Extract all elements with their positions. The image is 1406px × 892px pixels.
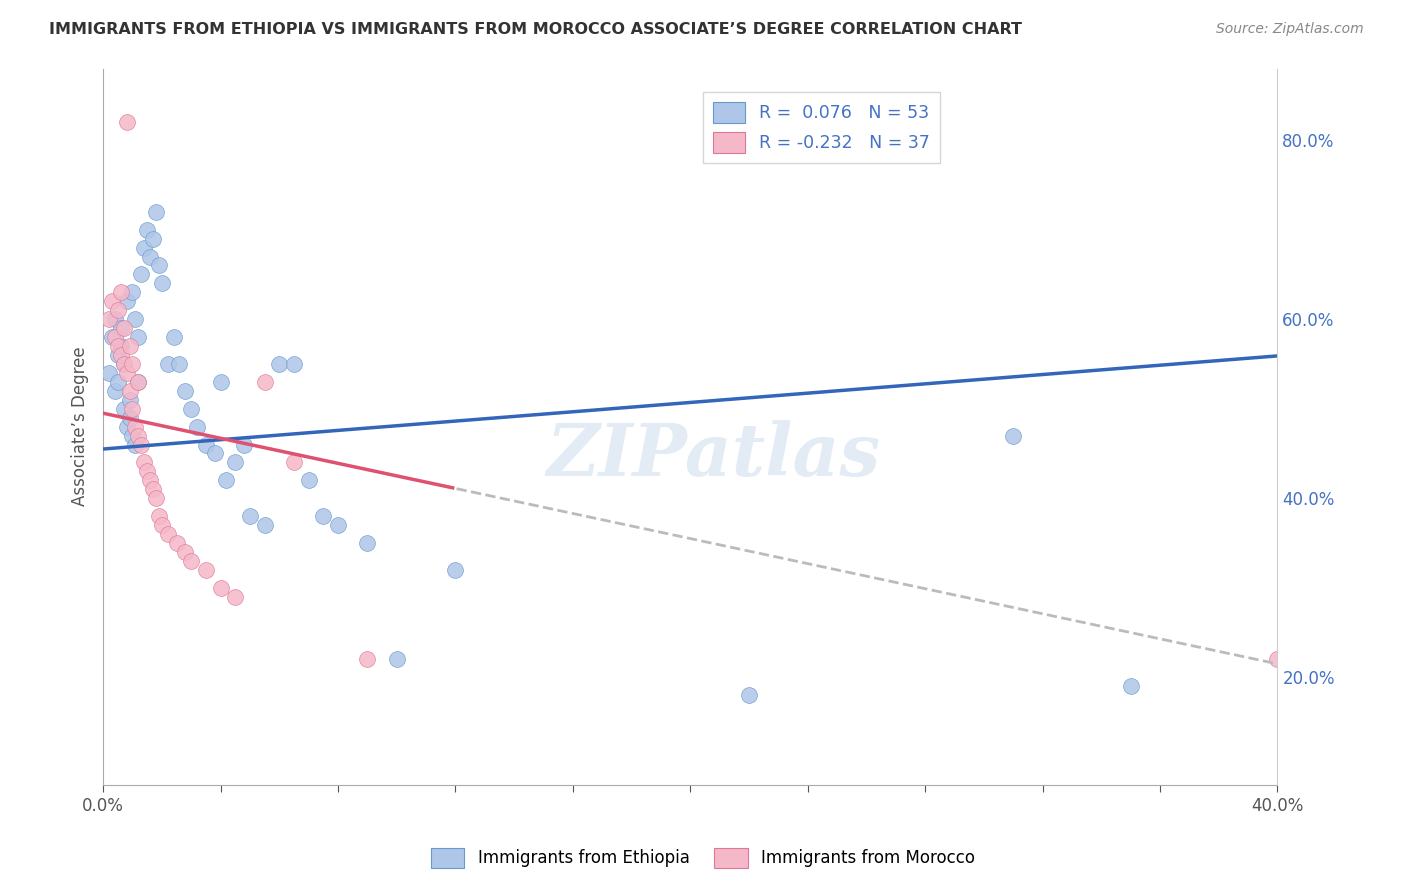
Point [118, 410, 141, 425]
Point [169, 357, 191, 371]
Point [136, 464, 159, 478]
Point [180, 401, 202, 416]
Point [194, 437, 217, 451]
Point [1267, 652, 1289, 666]
Point [121, 401, 143, 416]
Point [444, 563, 467, 577]
Point [150, 518, 173, 533]
Point [209, 581, 232, 595]
Point [115, 115, 138, 129]
Point [142, 232, 165, 246]
Point [115, 419, 138, 434]
Point [283, 455, 305, 469]
Point [139, 250, 162, 264]
Point [107, 339, 129, 353]
Point [326, 518, 349, 533]
Point [104, 312, 127, 326]
Point [124, 312, 146, 326]
Point [98, 366, 121, 380]
Point [224, 590, 246, 604]
Point [180, 554, 202, 568]
Point [104, 330, 127, 344]
Point [121, 357, 143, 371]
Point [104, 384, 127, 398]
Point [127, 330, 149, 344]
Point [98, 312, 121, 326]
Point [253, 375, 276, 389]
Point [112, 357, 135, 371]
Point [110, 339, 132, 353]
Point [121, 285, 143, 300]
Point [298, 474, 321, 488]
Point [209, 375, 232, 389]
Point [112, 321, 135, 335]
Point [107, 375, 129, 389]
Point [148, 259, 170, 273]
Point [112, 401, 135, 416]
Point [174, 384, 197, 398]
Point [118, 384, 141, 398]
Point [204, 446, 226, 460]
Point [156, 527, 179, 541]
Point [107, 303, 129, 318]
Point [283, 357, 305, 371]
Point [269, 357, 291, 371]
Text: ZIPatlas: ZIPatlas [547, 420, 880, 491]
Point [110, 285, 132, 300]
Point [738, 688, 761, 702]
Point [139, 474, 162, 488]
Point [127, 375, 149, 389]
Point [101, 294, 124, 309]
Point [312, 509, 335, 524]
Point [1119, 679, 1142, 693]
Point [142, 483, 165, 497]
Point [166, 536, 188, 550]
Text: Source: ZipAtlas.com: Source: ZipAtlas.com [1216, 22, 1364, 37]
Point [124, 437, 146, 451]
Point [385, 652, 408, 666]
Point [150, 277, 173, 291]
Point [148, 509, 170, 524]
Point [129, 437, 152, 451]
Point [101, 330, 124, 344]
Point [118, 339, 141, 353]
Point [134, 455, 156, 469]
Point [121, 428, 143, 442]
Point [162, 330, 184, 344]
Point [215, 474, 238, 488]
Point [356, 652, 378, 666]
Point [115, 294, 138, 309]
Point [110, 348, 132, 362]
Point [118, 392, 141, 407]
Point [129, 268, 152, 282]
Legend: R =  0.076   N = 53, R = -0.232   N = 37: R = 0.076 N = 53, R = -0.232 N = 37 [703, 92, 941, 163]
Y-axis label: Associate’s Degree: Associate’s Degree [72, 347, 89, 507]
Point [110, 321, 132, 335]
Point [127, 375, 149, 389]
Point [134, 241, 156, 255]
Point [174, 545, 197, 559]
Point [1002, 428, 1025, 442]
Point [186, 419, 208, 434]
Point [239, 509, 262, 524]
Point [253, 518, 276, 533]
Point [224, 455, 246, 469]
Point [115, 366, 138, 380]
Point [356, 536, 378, 550]
Point [127, 428, 149, 442]
Point [124, 419, 146, 434]
Point [194, 563, 217, 577]
Point [145, 204, 167, 219]
Point [145, 491, 167, 506]
Text: IMMIGRANTS FROM ETHIOPIA VS IMMIGRANTS FROM MOROCCO ASSOCIATE’S DEGREE CORRELATI: IMMIGRANTS FROM ETHIOPIA VS IMMIGRANTS F… [49, 22, 1022, 37]
Point [156, 357, 179, 371]
Point [112, 357, 135, 371]
Legend: Immigrants from Ethiopia, Immigrants from Morocco: Immigrants from Ethiopia, Immigrants fro… [425, 841, 981, 875]
Point [107, 348, 129, 362]
Point [233, 437, 256, 451]
Point [136, 222, 159, 236]
